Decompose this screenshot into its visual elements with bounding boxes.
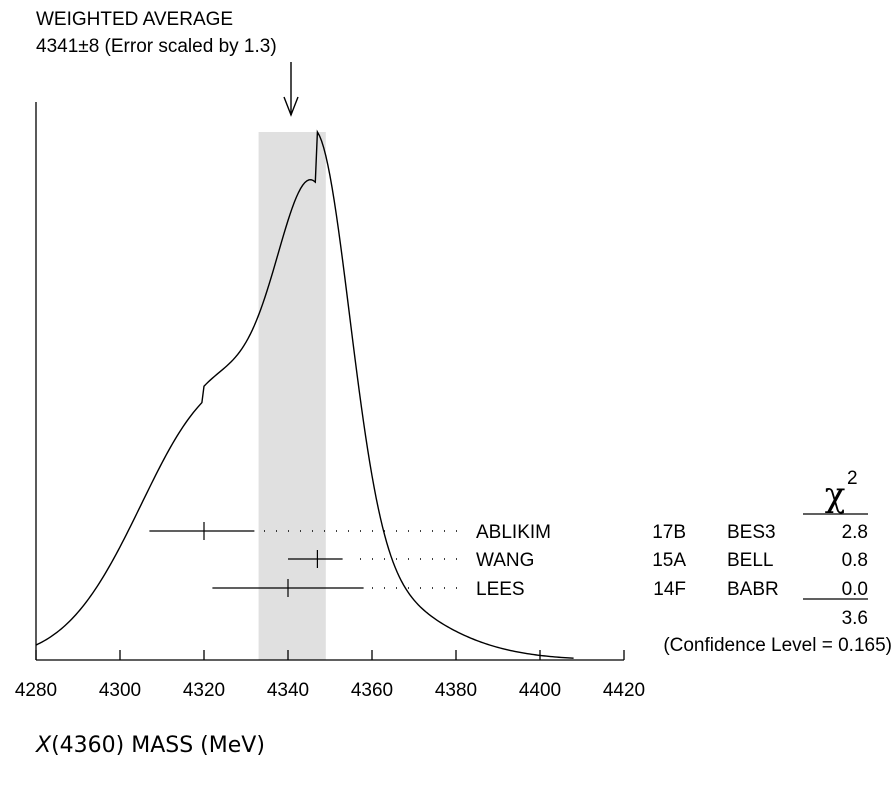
x-axis-label: X(4360) MASS (MeV) [35, 733, 265, 758]
x-tick-label: 4420 [603, 680, 645, 701]
x-ticks: 4280 4300 4320 4340 4360 4380 4400 4420 [15, 650, 645, 701]
measurement-chi2: 0.8 [842, 550, 868, 571]
confidence-level: (Confidence Level = 0.165) [663, 635, 892, 656]
measurement-experiment: BELL [727, 550, 773, 571]
chi2-total: 3.6 [842, 608, 868, 629]
measurement-ref: 14F [653, 579, 686, 600]
x-tick-label: 4280 [15, 680, 57, 701]
measurement-author: LEES [476, 579, 525, 600]
chart-title: WEIGHTED AVERAGE [36, 9, 233, 30]
chi2-header: χ 2 [803, 468, 868, 515]
x-tick-label: 4400 [519, 680, 561, 701]
chart-subtitle: 4341±8 (Error scaled by 1.3) [36, 36, 277, 57]
ideogram-curve [35, 129, 574, 659]
x-tick-label: 4320 [183, 680, 225, 701]
x-tick-label: 4340 [267, 680, 309, 701]
measurement-author: ABLIKIM [476, 522, 551, 543]
x-tick-label: 4380 [435, 680, 477, 701]
measurement-experiment: BES3 [727, 522, 776, 543]
x-tick-label: 4360 [351, 680, 393, 701]
x-axis-label-rest: (4360) MASS (MeV) [51, 733, 265, 758]
x-tick-label: 4300 [99, 680, 141, 701]
chi2-superscript: 2 [847, 468, 858, 489]
measurement-author: WANG [476, 550, 534, 571]
measurement-experiment: BABR [727, 579, 779, 600]
measurement-ref: 17B [652, 522, 686, 543]
measurement-rows: ABLIKIM 17B BES3 2.8 WANG 15A BELL 0.8 LEES 14F BA… [149, 522, 868, 600]
x-axis-label-symbol: X [35, 733, 52, 758]
measurement-chi2: 0.0 [842, 579, 868, 600]
average-arrow-icon [283, 62, 299, 117]
chi2-symbol: χ [825, 475, 846, 515]
measurement-chi2: 2.8 [842, 522, 868, 543]
weighted-average-band [258, 132, 326, 660]
measurement-ref: 15A [652, 550, 686, 571]
